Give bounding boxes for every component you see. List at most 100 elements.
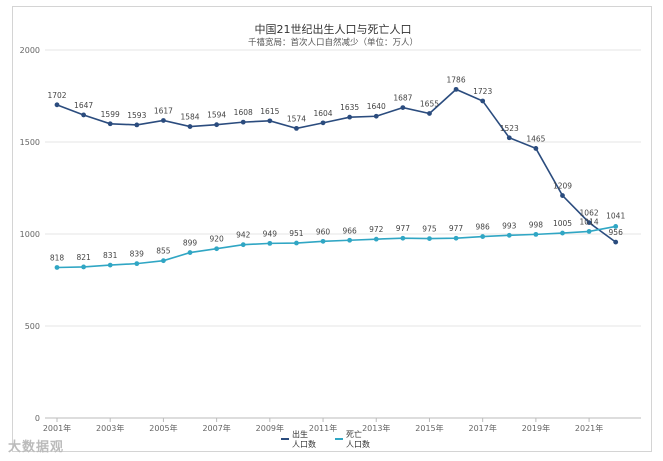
data-label: 1604 xyxy=(313,109,332,118)
data-point xyxy=(240,119,246,125)
data-point xyxy=(214,246,220,252)
data-point xyxy=(107,262,113,268)
data-label: 942 xyxy=(236,231,251,240)
data-point xyxy=(320,120,326,126)
data-point xyxy=(187,250,193,255)
data-point xyxy=(613,224,619,229)
data-point xyxy=(320,238,326,244)
data-point xyxy=(267,240,273,246)
data-label: 1615 xyxy=(260,107,279,116)
data-label: 1635 xyxy=(340,103,359,112)
data-label: 977 xyxy=(396,224,411,233)
data-point xyxy=(134,122,140,128)
data-point xyxy=(373,113,379,119)
x-tick-label: 2015年 xyxy=(415,423,443,433)
x-tick-label: 2009年 xyxy=(256,423,284,433)
data-label: 993 xyxy=(502,221,517,230)
legend-label: 出生 xyxy=(292,429,308,439)
x-tick-label: 2019年 xyxy=(522,423,550,433)
data-point xyxy=(214,122,220,128)
y-tick-label: 2000 xyxy=(20,46,40,55)
chart-frame: 中国21世纪出生人口与死亡人口 千禧宽局：首次人口自然减少（单位：万人） 0 50… xyxy=(12,6,652,452)
data-label: 1594 xyxy=(207,111,226,120)
chart-title: 中国21世纪出生人口与死亡人口 xyxy=(255,22,412,36)
data-point xyxy=(107,121,113,127)
legend-label: 人口数 xyxy=(292,439,316,449)
series-1: 818 821 831 839 855 899 920 942 949 951 960 966 972 9… xyxy=(50,211,625,270)
x-tick-label: 2021年 xyxy=(575,423,603,433)
data-label: 949 xyxy=(263,229,278,238)
data-point xyxy=(560,193,565,198)
data-point xyxy=(373,236,379,242)
data-label: 998 xyxy=(529,220,544,229)
watermark-logo: 大数据观 xyxy=(8,440,65,455)
data-point xyxy=(294,125,299,131)
data-point xyxy=(533,146,539,151)
x-tick-label: 2003年 xyxy=(96,423,124,433)
data-label: 1723 xyxy=(473,87,492,96)
data-label: 1608 xyxy=(234,108,253,117)
data-point xyxy=(187,124,193,129)
data-label: 977 xyxy=(449,224,464,233)
data-label: 951 xyxy=(289,229,304,238)
data-label: 1584 xyxy=(180,113,199,122)
data-label: 1005 xyxy=(553,219,572,228)
x-tick-label: 2005年 xyxy=(149,423,177,433)
x-tick-label: 2011年 xyxy=(309,423,337,433)
data-point xyxy=(81,264,87,270)
data-point xyxy=(294,240,299,246)
series-0: 1702 1647 1599 1593 1617 1584 1594 1608 1615 1574… xyxy=(47,75,624,245)
data-label: 1702 xyxy=(47,91,66,100)
data-label: 855 xyxy=(156,247,171,256)
data-label: 899 xyxy=(183,239,198,248)
series-line xyxy=(56,225,616,269)
data-point xyxy=(613,239,619,245)
data-point xyxy=(453,86,459,92)
data-label: 1574 xyxy=(287,114,306,123)
data-point xyxy=(347,114,353,120)
data-point xyxy=(560,230,565,236)
data-label: 821 xyxy=(76,253,91,262)
series-group: 1702 1647 1599 1593 1617 1584 1594 1608 1615 1574… xyxy=(47,75,625,270)
data-label: 1014 xyxy=(580,217,599,226)
y-axis: 0 500 1000 1500 2000 xyxy=(20,46,40,423)
data-point xyxy=(427,236,432,242)
data-point xyxy=(506,135,512,141)
data-point xyxy=(134,261,140,267)
data-point xyxy=(161,258,166,264)
data-point xyxy=(453,235,459,241)
data-point xyxy=(586,229,592,234)
y-tick-label: 0 xyxy=(35,414,40,423)
data-label: 1617 xyxy=(154,106,173,115)
data-point xyxy=(533,231,539,237)
data-label: 1640 xyxy=(367,102,386,111)
data-label: 1593 xyxy=(127,111,146,120)
data-point xyxy=(506,232,512,238)
data-point xyxy=(161,118,166,123)
y-tick-label: 1000 xyxy=(20,230,40,239)
data-label: 960 xyxy=(316,227,331,236)
x-axis: 2001年 2003年 2005年 2007年 2009年 2011年 2013年 2015年… xyxy=(43,418,603,433)
data-label: 986 xyxy=(476,223,491,232)
data-label: 1647 xyxy=(74,101,93,110)
y-tick-label: 500 xyxy=(25,322,40,331)
data-label: 1041 xyxy=(606,211,625,220)
data-label: 831 xyxy=(103,251,118,260)
data-label: 1062 xyxy=(580,209,599,218)
data-point xyxy=(54,265,60,270)
x-tick-label: 2017年 xyxy=(468,423,496,433)
data-label: 972 xyxy=(369,225,384,234)
data-label: 956 xyxy=(609,228,624,237)
x-tick-label: 2013年 xyxy=(362,423,390,433)
data-label: 966 xyxy=(342,226,357,235)
data-point xyxy=(347,237,353,243)
data-label: 1655 xyxy=(420,99,439,108)
data-label: 1687 xyxy=(393,94,412,103)
data-label: 818 xyxy=(50,253,65,262)
line-chart: 中国21世纪出生人口与死亡人口 千禧宽局：首次人口自然减少（单位：万人） 0 50… xyxy=(20,22,641,449)
data-point xyxy=(400,105,406,110)
data-point xyxy=(267,118,273,124)
